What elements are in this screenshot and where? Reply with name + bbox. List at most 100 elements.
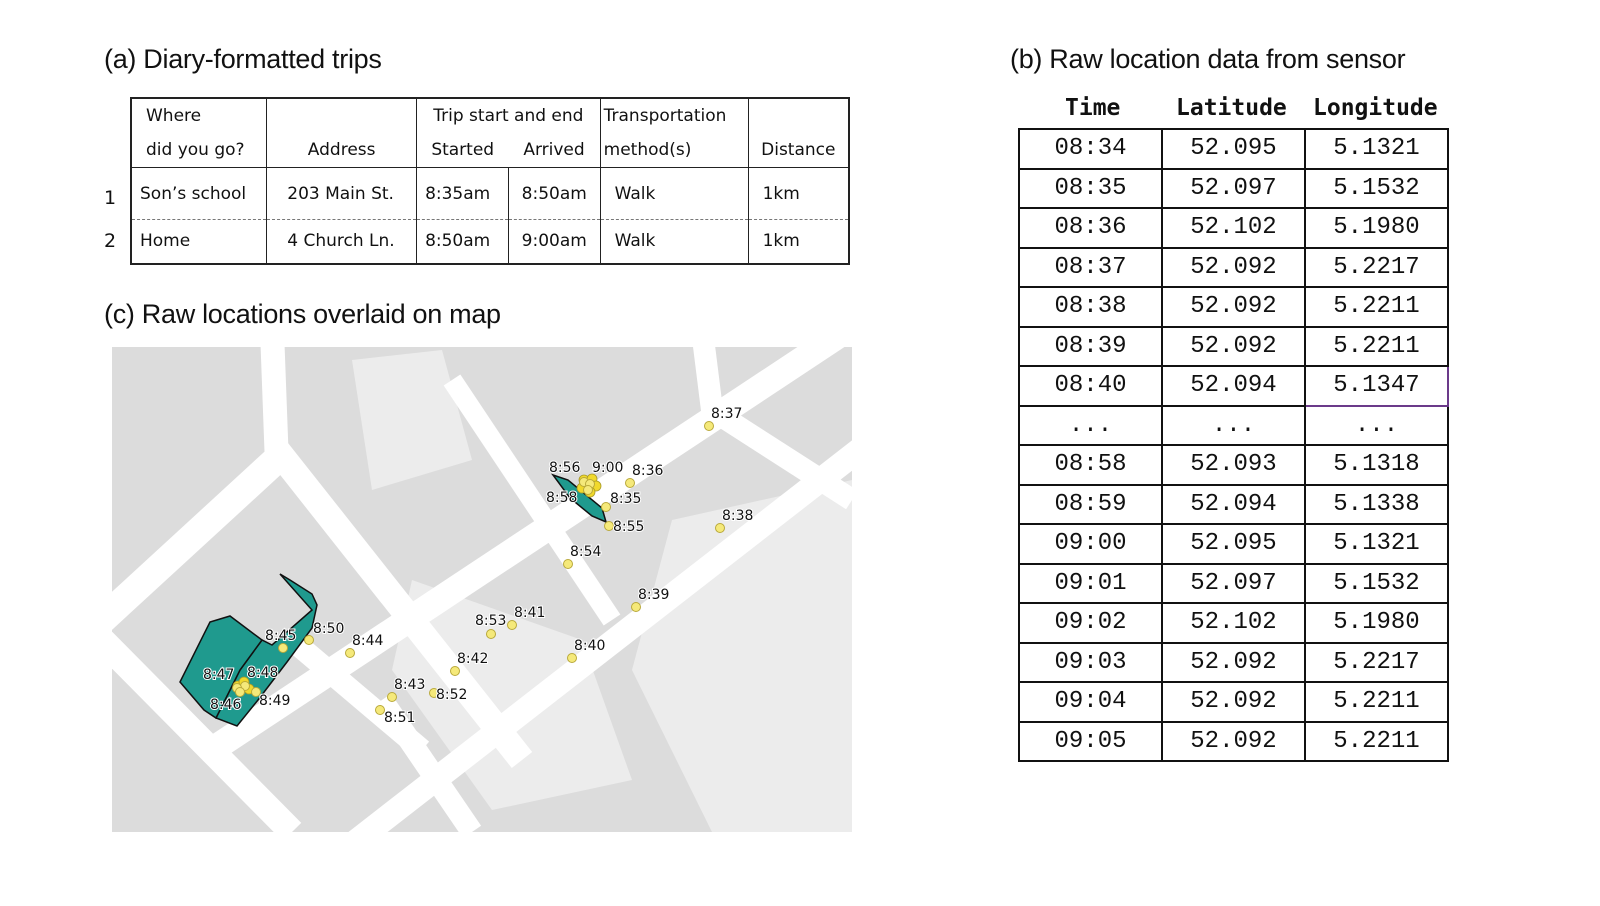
- panel-b-title: (b) Raw location data from sensor: [1010, 44, 1406, 74]
- point-time-label: 8:52: [436, 687, 467, 703]
- cell-time: 08:40: [1018, 365, 1163, 407]
- location-point: [429, 688, 439, 698]
- table-row: Son’s school 203 Main St. 8:35am 8:50am …: [130, 167, 850, 220]
- point-time-label: 8:53: [475, 613, 506, 629]
- table-row: 09:00 52.095 5.1321: [1018, 523, 1449, 565]
- location-point: [375, 705, 385, 715]
- header-distance: Distance: [747, 133, 850, 168]
- location-points: 8:37 8:36 8:35 8:55 8:54 8:38 8:39 8:41 8:53 8:40…: [202, 405, 754, 727]
- point-time-label: 8:48: [247, 665, 278, 681]
- header-latitude: Latitude: [1176, 95, 1287, 121]
- header-arrived: Arrived: [508, 133, 601, 168]
- table-row: 08:59 52.094 5.1338: [1018, 483, 1449, 525]
- cell-latitude: 52.092: [1161, 681, 1306, 723]
- cell-time: ...: [1018, 404, 1163, 446]
- cell-longitude: 5.1321: [1304, 523, 1449, 565]
- cell-time: 08:36: [1018, 207, 1163, 249]
- cell-time: 08:37: [1018, 246, 1163, 288]
- cell-longitude: 5.2217: [1304, 641, 1449, 683]
- point-time-label: 8:45: [265, 628, 296, 644]
- cell-arrived: 9:00am: [507, 219, 601, 264]
- cell-address: 203 Main St.: [266, 167, 418, 220]
- cell-latitude: 52.097: [1161, 167, 1306, 209]
- cell-longitude: 5.2217: [1304, 246, 1449, 288]
- point-time-label: 8:54: [570, 544, 602, 560]
- header-time: Time: [1065, 95, 1121, 121]
- cell-latitude: 52.094: [1161, 483, 1306, 525]
- point-time-label: 8:40: [574, 638, 605, 654]
- point-time-label: 8:49: [259, 693, 290, 709]
- table-row: 08:34 52.095 5.1321: [1018, 128, 1449, 170]
- row-number: 2: [104, 230, 117, 252]
- point-time-label: 8:37: [711, 406, 742, 422]
- point-time-label: 8:51: [384, 710, 415, 726]
- cell-latitude: 52.095: [1161, 523, 1306, 565]
- panel-a-title: (a) Diary-formatted trips: [104, 44, 382, 74]
- header-address-blank: [266, 98, 418, 133]
- point-time-label: 8:46: [210, 697, 242, 713]
- cell-arrived: 8:50am: [507, 167, 601, 220]
- cell-time: 08:35: [1018, 167, 1163, 209]
- cell-longitude: 5.1347: [1304, 365, 1449, 407]
- location-point: [625, 478, 635, 488]
- panel-c-title: (c) Raw locations overlaid on map: [104, 299, 501, 329]
- cell-started: 8:50am: [416, 219, 509, 264]
- point-time-label: 9:00: [592, 460, 623, 476]
- cell-latitude: 52.092: [1161, 720, 1306, 762]
- point-time-label: 8:44: [352, 633, 384, 649]
- cell-latitude: 52.095: [1161, 128, 1306, 170]
- header-started: Started: [416, 133, 509, 168]
- raw-location-table: 08:34 52.095 5.1321 08:35 52.097 5.1532 08:36 5…: [1018, 128, 1449, 762]
- location-point: [486, 629, 496, 639]
- table-row: 09:01 52.097 5.1532: [1018, 562, 1449, 604]
- location-point: [507, 620, 517, 630]
- point-time-label: 8:55: [613, 519, 644, 535]
- cell-distance: 1km: [747, 167, 850, 220]
- cell-longitude: 5.1321: [1304, 128, 1449, 170]
- cell-time: 08:38: [1018, 286, 1163, 328]
- table-row: 08:39 52.092 5.2211: [1018, 325, 1449, 367]
- point-time-label: 8:43: [394, 677, 425, 693]
- cell-latitude: 52.093: [1161, 444, 1306, 486]
- location-point: [251, 687, 261, 697]
- table-row: 09:03 52.092 5.2217: [1018, 641, 1449, 683]
- header-transport: Transportation: [599, 98, 749, 133]
- cell-where: Son’s school: [130, 167, 268, 220]
- cell-longitude: 5.1532: [1304, 167, 1449, 209]
- cell-longitude: 5.2211: [1304, 720, 1449, 762]
- location-point: [235, 687, 245, 697]
- cell-time: 08:34: [1018, 128, 1163, 170]
- location-point: [604, 521, 614, 531]
- table-row: 09:02 52.102 5.1980: [1018, 602, 1449, 644]
- cell-where: Home: [130, 219, 268, 264]
- cell-latitude: 52.092: [1161, 325, 1306, 367]
- cell-longitude: 5.1532: [1304, 562, 1449, 604]
- cell-latitude: 52.092: [1161, 641, 1306, 683]
- cell-longitude: 5.2211: [1304, 325, 1449, 367]
- point-time-label: 8:35: [610, 491, 641, 507]
- location-point: [278, 643, 288, 653]
- header-address: Address: [266, 133, 418, 168]
- cell-time: 09:03: [1018, 641, 1163, 683]
- diary-table: Where Trip start and end Transportation …: [130, 97, 850, 265]
- cell-address: 4 Church Ln.: [266, 219, 418, 264]
- table-row: 09:04 52.092 5.2211: [1018, 681, 1449, 723]
- header-longitude: Longitude: [1313, 95, 1438, 121]
- cell-method: Walk: [599, 219, 749, 264]
- location-point: [704, 421, 714, 431]
- point-time-label: 8:47: [203, 667, 234, 683]
- point-time-label: 8:58: [546, 490, 577, 506]
- point-time-label: 8:50: [313, 621, 344, 637]
- cell-latitude: 52.094: [1161, 365, 1306, 407]
- cell-longitude: 5.1980: [1304, 602, 1449, 644]
- header-transport-2: method(s): [599, 133, 749, 168]
- location-point: [450, 666, 460, 676]
- point-time-label: 8:39: [638, 587, 669, 603]
- header-where: Where: [130, 98, 268, 133]
- map: 8:37 8:36 8:35 8:55 8:54 8:38 8:39 8:41 8:53 8:40…: [112, 340, 852, 832]
- point-time-label: 8:36: [632, 463, 664, 479]
- cell-time: 09:01: [1018, 562, 1163, 604]
- table-row: 08:58 52.093 5.1318: [1018, 444, 1449, 486]
- location-point: [563, 559, 573, 569]
